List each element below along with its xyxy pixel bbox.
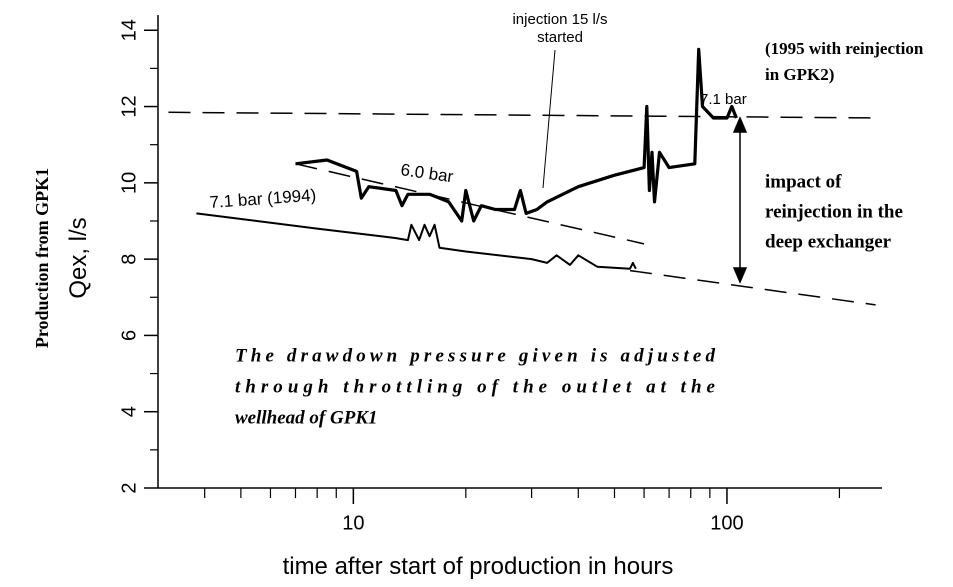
x-axis-label: time after start of production in hours (283, 553, 674, 580)
x-tick-label: 100 (710, 512, 743, 534)
annotation: (1995 with reinjection (765, 39, 924, 58)
x-tick-label: 10 (342, 512, 364, 534)
annotation: reinjection in the (765, 201, 903, 222)
series-label: 6.0 bar (399, 160, 454, 186)
y-tick-label: 4 (118, 406, 140, 417)
series-line (196, 212, 637, 270)
y-tick-label: 6 (118, 330, 140, 341)
series-line (295, 47, 738, 223)
reference-line (629, 269, 876, 306)
y-tick-label: 2 (118, 482, 140, 493)
y-tick-label: 14 (118, 19, 140, 41)
y-axis-label-outer: Production from GPK1 (32, 168, 52, 348)
series-label: 7.1 bar (1994) (209, 186, 317, 212)
annotation: deep exchanger (765, 231, 892, 252)
y-tick-label: 12 (118, 95, 140, 117)
y-axis-label: Qex, l/s (65, 217, 92, 298)
annotation: The drawdown pressure given is adjusted (235, 345, 715, 366)
y-tick-label: 8 (118, 254, 140, 265)
annotation-pointer (542, 49, 556, 189)
y-tick-label: 10 (118, 172, 140, 194)
annotation: started (537, 29, 583, 46)
impact-arrow (732, 116, 748, 284)
annotation: wellhead of GPK1 (235, 407, 378, 428)
annotation: in GPK2) (765, 65, 834, 84)
annotation: impact of (765, 171, 842, 192)
annotation: 7.1 bar (700, 91, 747, 108)
annotation: injection 15 l/s (512, 11, 607, 28)
reference-line (168, 111, 883, 119)
annotation: through throttling of the outlet at the (235, 376, 716, 397)
